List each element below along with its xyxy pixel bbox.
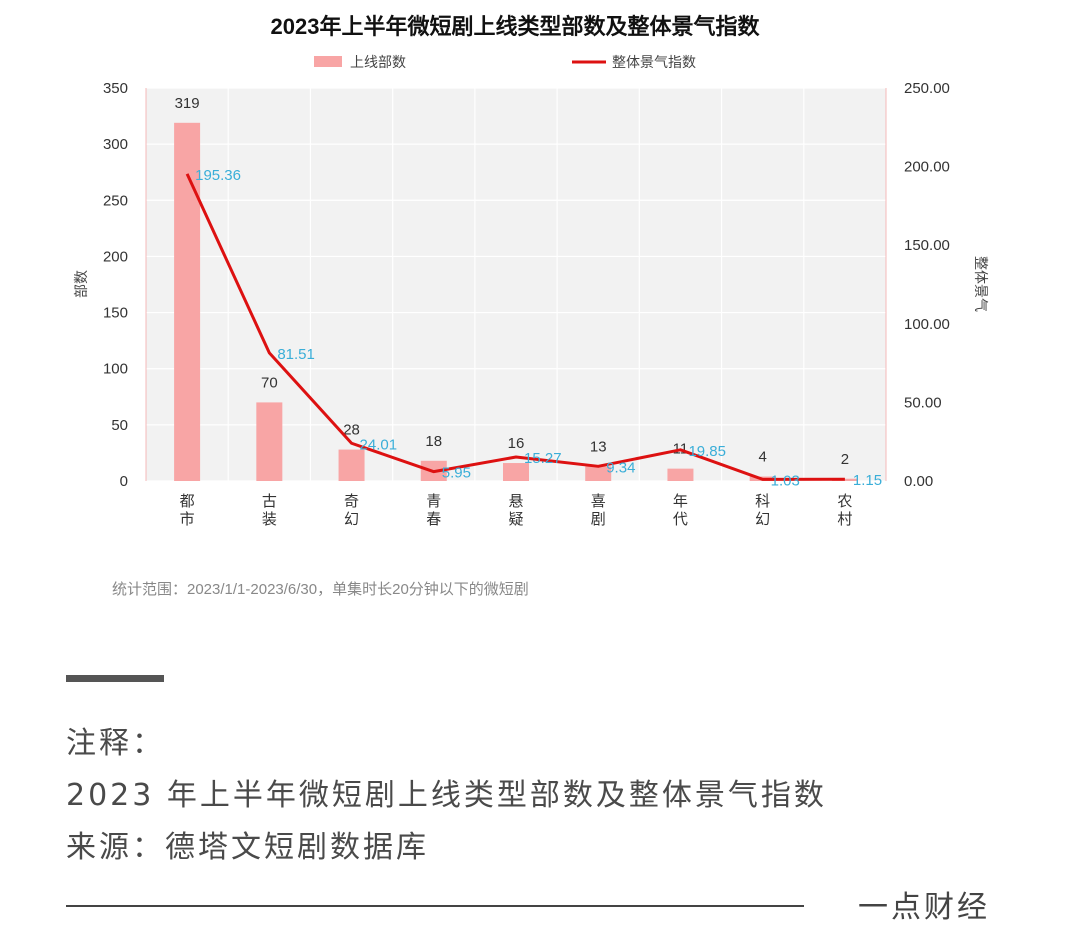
bar [503,463,529,481]
x-tick-label: 装 [262,511,277,528]
line-value-label: 195.36 [195,167,241,184]
bar-value-label: 28 [343,422,360,439]
y2-axis-label: 整体景气 [973,256,989,312]
y-tick-label: 100 [103,361,128,378]
x-tick-label: 青 [426,493,441,510]
index-line [185,173,845,481]
line-value-label: 5.95 [442,465,471,482]
y2-tick-label: 250.00 [904,80,950,97]
notes-line-source: 来源：德塔文短剧数据库 [66,830,429,865]
legend-swatch-bars [314,56,342,67]
y-tick-label: 50 [111,417,128,434]
notes-heading: 注释： [66,726,165,761]
bar-value-label: 16 [508,435,525,452]
x-tick-label: 春 [426,511,441,528]
y2-tick-label: 50.00 [904,394,942,411]
y-tick-label: 250 [103,192,128,209]
line-value-label: 1.03 [771,472,800,489]
bar [338,449,365,481]
y2-axis-ticks: 0.00 50.00 100.00 150.00 200.00 250.00 [904,80,950,490]
notes-line-title: 2023 年上半年微短剧上线类型部数及整体景气指数 [66,778,827,813]
legend-label-bars: 上线部数 [350,54,406,70]
y-axis-label: 部数 [73,270,89,298]
legend: 上线部数 整体景气指数 [314,54,696,70]
line-value-label: 19.85 [688,443,726,460]
chart-title: 2023年上半年微短剧上线类型部数及整体景气指数 [271,14,761,39]
x-tick-label: 代 [673,511,688,528]
x-tick-label: 奇 [344,493,359,510]
bar [585,466,612,481]
x-tick-label: 都 [180,493,195,510]
x-tick-label: 喜 [591,493,606,510]
y2-tick-label: 100.00 [904,316,950,333]
bar-value-label: 319 [175,95,200,112]
bar-value-label: 70 [261,374,278,391]
x-tick-label: 科 [755,493,770,510]
y-tick-label: 150 [103,305,128,322]
x-tick-label: 幻 [344,511,359,528]
y2-tick-label: 150.00 [904,237,950,254]
line-value-label: 24.01 [360,436,398,453]
x-tick-label: 市 [180,511,195,528]
y-tick-label: 350 [103,80,128,97]
x-tick-label: 疑 [508,511,523,528]
x-tick-label: 村 [837,511,852,528]
separator-bar [66,675,164,682]
brand-label: 一点财经 [858,890,990,925]
x-tick-label: 农 [837,493,852,510]
y-tick-label: 200 [103,248,128,265]
y-tick-label: 300 [103,136,128,153]
line-value-label: 81.51 [277,346,315,363]
legend-label-line: 整体景气指数 [612,54,696,70]
y2-tick-label: 200.00 [904,159,950,176]
line-value-label: 9.34 [606,459,635,476]
x-tick-label: 剧 [591,511,606,528]
line-labels: 195.36 81.51 24.01 5.95 15.27 9.34 19.85 1.03 1.… [195,167,882,489]
bar-value-label: 13 [590,438,607,455]
x-tick-label: 幻 [755,511,770,528]
y-axis-ticks: 0 50 100 150 200 250 300 350 [103,80,128,490]
x-tick-label: 悬 [508,493,523,510]
bar [256,402,283,481]
footer-divider [66,905,804,907]
line-value-label: 15.27 [524,450,562,467]
x-tick-label: 古 [262,493,277,510]
bar [174,122,201,482]
notes-block: 注释： 2023 年上半年微短剧上线类型部数及整体景气指数 来源：德塔文短剧数据… [66,718,827,874]
x-tick-label: 年 [673,493,688,510]
bar-value-label: 4 [758,449,766,466]
chart-note: 统计范围：2023/1/1-2023/6/30，单集时长20分钟以下的微短剧 [112,581,529,598]
line-value-label: 1.15 [853,472,882,489]
chart: 2023年上半年微短剧上线类型部数及整体景气指数 上线部数 整体景气指数 0 50… [73,14,989,598]
y-tick-label: 0 [120,473,128,490]
bar-value-label: 18 [425,433,442,450]
bar-value-label: 2 [841,451,849,468]
y2-tick-label: 0.00 [904,473,933,490]
bar [667,468,694,481]
